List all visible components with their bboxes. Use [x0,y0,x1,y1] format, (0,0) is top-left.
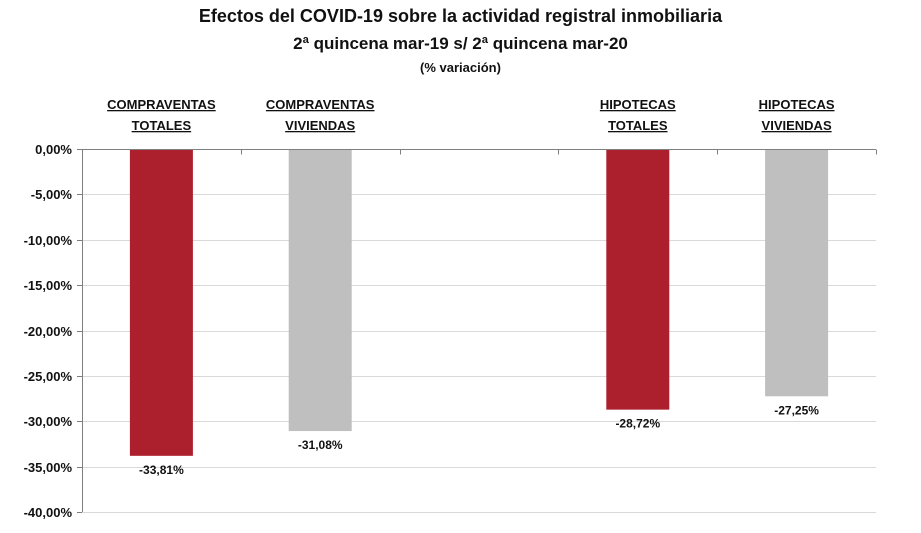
category-label: TOTALES [608,118,668,133]
y-tick-label: -30,00% [24,414,73,429]
bar [129,149,193,456]
chart-title: Efectos del COVID-19 sobre la actividad … [198,6,723,26]
bar [606,149,670,410]
data-label: -27,25% [774,403,819,417]
data-label: -33,81% [139,463,184,477]
y-tick-label: -40,00% [24,505,73,520]
chart-subtitle: 2ª quincena mar-19 s/ 2ª quincena mar-20 [293,34,628,53]
y-tick-label: -20,00% [24,324,73,339]
y-tick-label: -10,00% [24,233,73,248]
data-label: -31,08% [298,438,343,452]
bar [765,149,829,397]
y-tick-label: -25,00% [24,369,73,384]
category-label: HIPOTECAS [600,97,676,112]
y-tick-label: -5,00% [31,187,73,202]
chart-title-block: Efectos del COVID-19 sobre la actividad … [0,0,921,75]
y-tick-label: 0,00% [35,142,72,157]
chart-subtitle-units: (% variación) [420,60,501,75]
category-label: VIVIENDAS [762,118,832,133]
y-tick-label: -35,00% [24,460,73,475]
category-label: HIPOTECAS [759,97,835,112]
category-label: COMPRAVENTAS [107,97,216,112]
data-label: -28,72% [615,417,660,431]
category-label: COMPRAVENTAS [266,97,375,112]
category-label: VIVIENDAS [285,118,355,133]
y-tick-label: -15,00% [24,278,73,293]
bar [288,149,352,432]
category-label: TOTALES [132,118,192,133]
